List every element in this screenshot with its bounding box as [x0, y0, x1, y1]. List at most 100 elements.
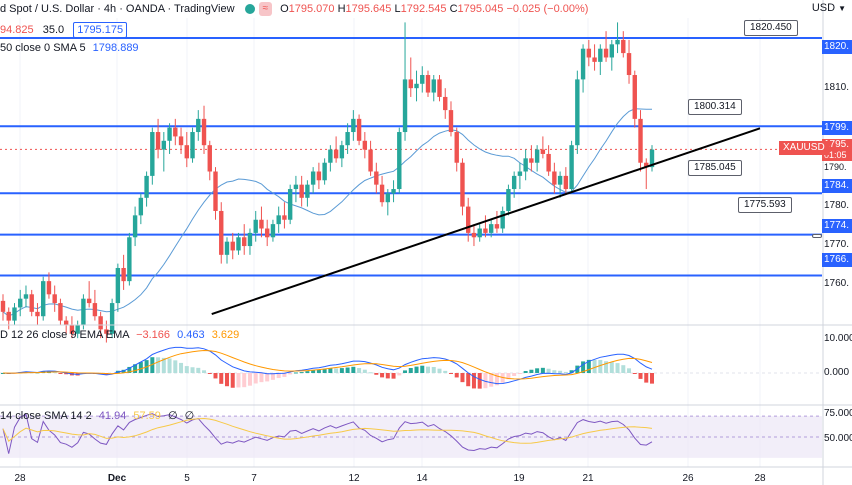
macd-histogram-bar [437, 368, 442, 373]
candle-body [69, 325, 75, 334]
candle-body [431, 79, 436, 93]
ask-price[interactable]: 1795.175 [73, 22, 128, 38]
rsi-line [2, 413, 653, 454]
macd-histogram-bar [167, 358, 172, 373]
bid-price[interactable]: 94.825 [0, 24, 34, 36]
candle-body [471, 232, 477, 238]
callout-1820[interactable]: 1820.450 [744, 20, 798, 36]
macd-histogram-bar [242, 373, 247, 388]
candle-body [328, 149, 333, 163]
candle-body [161, 140, 167, 150]
macd-histogram-bar [270, 373, 275, 380]
callout-1775[interactable]: 1775.593 [738, 197, 792, 213]
countdown-label: 01:05 [822, 150, 852, 161]
candles [0, 22, 655, 343]
compare-icon[interactable]: ≈ [258, 2, 273, 16]
candle-body [477, 228, 482, 238]
candle-body [12, 307, 17, 321]
macd-histogram-bar [644, 373, 649, 383]
market-status-icon [244, 4, 255, 14]
candle-body [615, 39, 620, 45]
candle-body [230, 241, 235, 251]
sma-legend[interactable]: 50 close 0 SMA 5 1798.889 [0, 42, 139, 54]
candle-body [448, 110, 454, 133]
rsi-pane [0, 413, 822, 458]
candle-body [104, 329, 109, 334]
candle-body [167, 127, 172, 141]
macd-line [2, 346, 653, 385]
candle-body [351, 118, 356, 133]
candle-body [98, 316, 103, 330]
candle-body [437, 79, 442, 97]
candle-body [569, 145, 574, 190]
candle-body [6, 311, 11, 321]
macd-histogram-bar [299, 372, 304, 374]
candle-body [109, 303, 115, 334]
support-trendline [211, 127, 761, 315]
candle-body [236, 237, 241, 251]
macd-histogram-bar [448, 373, 453, 374]
candle-body [115, 267, 121, 304]
x-label: 12 [348, 473, 360, 484]
macd-histogram-bar [385, 373, 390, 379]
candle-body [500, 210, 505, 229]
x-label: 19 [513, 473, 525, 484]
macd-histogram-bar [408, 367, 413, 373]
candle-body [310, 171, 316, 185]
candle-body [201, 118, 207, 146]
x-label: Dec [107, 473, 127, 484]
macd-histogram-bar [494, 373, 499, 386]
candle-body [293, 184, 299, 190]
macd-histogram-bar [391, 373, 396, 379]
callout-1800[interactable]: 1800.314 [688, 99, 742, 115]
currency-selector[interactable]: USD ▼ [811, 2, 846, 14]
rsi-legend[interactable]: 14 close SMA 14 2 41.94 57.59 ∅ ∅ [0, 410, 195, 422]
callout-1785[interactable]: 1785.045 [688, 160, 742, 176]
candle-body [414, 83, 419, 89]
candle-body [402, 79, 408, 133]
candle-body [173, 127, 178, 137]
x-label: 26 [682, 473, 694, 484]
tick-1770: 1770. [824, 239, 850, 250]
callout-1766[interactable] [812, 234, 822, 238]
candle-body [408, 79, 413, 89]
candle-body [322, 162, 327, 181]
macd-histogram-bar [328, 368, 333, 373]
candle-body [299, 184, 304, 198]
macd-histogram-bar [563, 371, 568, 373]
macd-pane [0, 346, 822, 389]
macd-histogram-bar [138, 362, 143, 373]
sma-series [2, 108, 652, 317]
macd-histogram-bar [529, 369, 534, 373]
macd-histogram-bar [202, 370, 207, 373]
macd-histogram-bar [420, 365, 425, 373]
level-label-1774: 1774. [822, 219, 852, 233]
macd-histogram-bar [466, 373, 471, 387]
candle-body [517, 171, 523, 176]
level-label-1766: 1766. [822, 253, 852, 267]
macd-histogram-bar [236, 373, 241, 388]
macd-histogram-bar [517, 373, 522, 374]
macd-histogram-bar [156, 357, 161, 373]
trendline [211, 127, 761, 315]
last-price-label: 1795. [822, 139, 852, 150]
symbol-title: d Spot / U.S. Dollar · 4h · OANDA · Trad… [0, 3, 235, 15]
candle-body [621, 39, 626, 54]
macd-histogram-bar [150, 357, 155, 373]
macd-legend[interactable]: D 12 26 close 9 EMA EMA −3.166 0.463 3.6… [0, 329, 240, 341]
candle-body [494, 224, 500, 229]
candle-body [339, 145, 345, 159]
macd-histogram-bar [621, 365, 626, 373]
candle-body [276, 215, 281, 225]
macd-histogram-bar [357, 368, 362, 373]
tick-1780: 1780. [824, 200, 850, 211]
candle-body [534, 149, 540, 163]
candle-body [575, 79, 580, 146]
macd-histogram-bar [288, 373, 293, 375]
candle-body [488, 224, 494, 233]
macd-histogram-bar [471, 373, 476, 389]
tick-1790: 1790. [824, 162, 847, 172]
candle-body [460, 162, 465, 207]
candle-body [132, 215, 138, 238]
